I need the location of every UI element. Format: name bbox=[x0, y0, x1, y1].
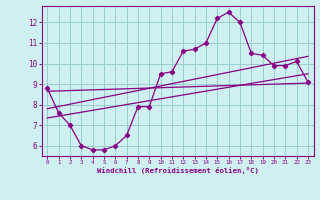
X-axis label: Windchill (Refroidissement éolien,°C): Windchill (Refroidissement éolien,°C) bbox=[97, 167, 259, 174]
